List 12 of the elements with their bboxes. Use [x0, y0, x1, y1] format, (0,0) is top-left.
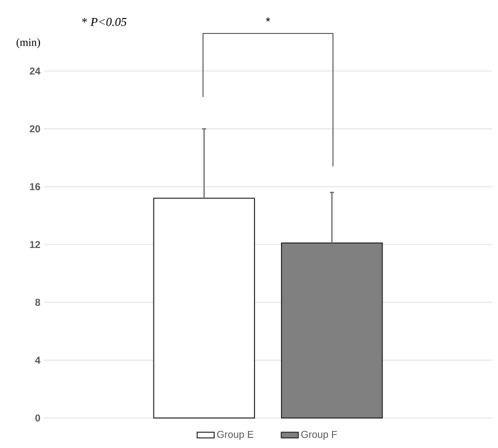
y-tick-label: 12 — [30, 241, 40, 248]
y-axis-title: (min) — [16, 38, 40, 48]
text: * — [266, 17, 270, 22]
y-tick-label: 0 — [35, 414, 40, 422]
text: *P<0.05 — [82, 18, 126, 26]
y-tick-label: 4 — [35, 356, 40, 364]
y-tick-label: 16 — [30, 183, 40, 190]
y-tick-label: 8 — [35, 298, 40, 306]
legend-label: Group F — [301, 430, 337, 440]
y-tick-label: 24 — [30, 68, 40, 74]
legend-label: Group E — [217, 430, 254, 440]
y-tick-label: 20 — [30, 125, 40, 132]
